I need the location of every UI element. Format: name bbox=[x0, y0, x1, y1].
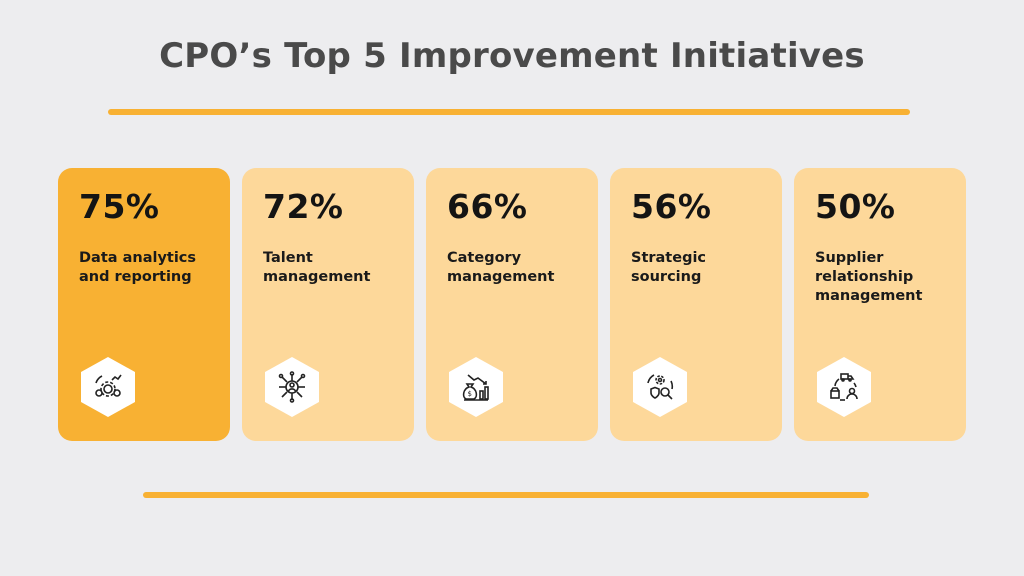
page-title: CPO’s Top 5 Improvement Initiatives bbox=[159, 36, 865, 76]
initiative-label: Supplier relationship management bbox=[815, 250, 923, 304]
top-divider bbox=[108, 109, 910, 115]
initiative-card-talent-management: 72% Talent management bbox=[242, 168, 414, 441]
initiative-label: Talent management bbox=[263, 250, 371, 285]
gears-analytics-icon bbox=[79, 356, 137, 418]
gear-search-cycle-icon bbox=[631, 356, 689, 418]
initiative-card-supplier-relationship: 50% Supplier relationship management bbox=[794, 168, 966, 441]
initiative-percent: 56% bbox=[631, 187, 712, 226]
initiative-card-strategic-sourcing: 56% Strategic sourcing bbox=[610, 168, 782, 441]
initiative-percent: 72% bbox=[263, 187, 344, 226]
supplier-cycle-icon bbox=[815, 356, 873, 418]
initiative-percent: 75% bbox=[79, 187, 160, 226]
money-bag-chart-icon: $ bbox=[447, 356, 505, 418]
initiative-percent: 50% bbox=[815, 187, 896, 226]
svg-text:$: $ bbox=[468, 390, 472, 398]
initiative-label: Strategic sourcing bbox=[631, 250, 707, 285]
initiative-label: Category management bbox=[447, 250, 555, 285]
network-person-icon bbox=[263, 356, 321, 418]
initiative-card-category-management: 66% Category management $ bbox=[426, 168, 598, 441]
initiative-card-data-analytics: 75% Data analytics and reporting bbox=[58, 168, 230, 441]
initiative-label: Data analytics and reporting bbox=[79, 250, 197, 285]
initiatives-cards: 75% Data analytics and reporting 72% Tal… bbox=[58, 168, 968, 441]
initiative-percent: 66% bbox=[447, 187, 528, 226]
bottom-divider bbox=[143, 492, 869, 498]
